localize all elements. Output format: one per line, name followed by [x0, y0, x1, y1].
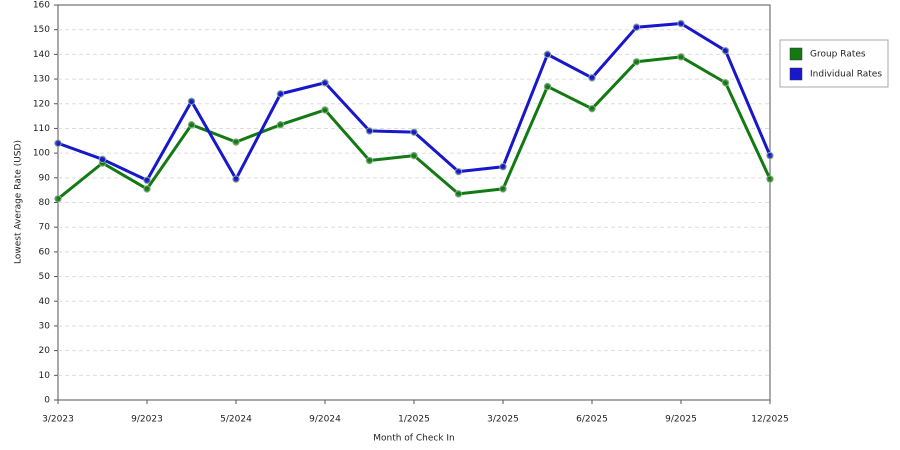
point — [410, 151, 418, 160]
x-tick-label: 3/2023 — [42, 415, 74, 425]
point — [232, 175, 240, 183]
point — [187, 97, 196, 105]
point — [543, 82, 552, 91]
point — [721, 46, 730, 55]
y-tick-label: 40 — [39, 297, 51, 307]
y-tick-label: 150 — [33, 25, 50, 35]
point — [143, 176, 151, 184]
legend-swatch — [789, 67, 803, 81]
point — [677, 53, 685, 61]
legend-label: Individual Rates — [810, 70, 882, 80]
y-tick-label: 160 — [33, 1, 50, 11]
point — [721, 79, 730, 87]
x-tick-label: 9/2024 — [309, 415, 341, 425]
point — [632, 58, 641, 66]
y-tick-label: 60 — [39, 247, 51, 257]
point — [588, 74, 596, 82]
point — [321, 79, 329, 87]
y-tick-label: 30 — [39, 321, 51, 331]
y-tick-label: 90 — [39, 173, 51, 183]
point — [276, 90, 285, 98]
point — [276, 121, 285, 129]
point — [588, 104, 596, 113]
point — [454, 190, 463, 198]
plot-area — [57, 4, 771, 401]
point — [632, 23, 641, 31]
x-tick-label: 1/2025 — [398, 415, 430, 425]
point — [365, 127, 374, 135]
point — [143, 185, 151, 193]
point — [766, 175, 774, 183]
point — [766, 151, 774, 160]
point — [677, 19, 685, 28]
y-axis-title: Lowest Average Rate (USD) — [14, 140, 24, 264]
y-tick-label: 140 — [33, 50, 50, 60]
point — [365, 156, 374, 165]
y-tick-label: 70 — [39, 223, 51, 233]
y-tick-label: 50 — [39, 272, 51, 282]
y-tick-label: 0 — [44, 396, 50, 406]
point — [98, 155, 107, 163]
point — [410, 128, 418, 136]
y-tick-label: 20 — [39, 346, 51, 356]
point — [499, 185, 507, 193]
point — [499, 163, 507, 171]
y-tick-label: 100 — [33, 149, 50, 159]
point — [321, 106, 329, 114]
x-tick-label: 3/2025 — [487, 415, 519, 425]
y-tick-label: 130 — [33, 75, 50, 85]
x-tick-label: 9/2023 — [131, 415, 163, 425]
y-tick-label: 80 — [39, 198, 51, 208]
y-tick-label: 120 — [33, 99, 50, 109]
point — [54, 139, 62, 147]
point — [187, 121, 196, 129]
point — [543, 50, 552, 59]
x-tick-label: 9/2025 — [665, 415, 697, 425]
point — [232, 138, 240, 146]
y-tick-label: 10 — [39, 371, 51, 381]
x-tick-label: 6/2025 — [576, 415, 608, 425]
y-tick-label: 110 — [33, 124, 50, 134]
point — [54, 195, 62, 203]
x-axis-title: Month of Check In — [373, 434, 455, 444]
x-tick-label: 12/2025 — [751, 415, 788, 425]
x-tick-label: 5/2024 — [220, 415, 252, 425]
legend-swatch — [789, 47, 803, 61]
legend-label: Group Rates — [810, 50, 866, 60]
point — [454, 167, 463, 176]
